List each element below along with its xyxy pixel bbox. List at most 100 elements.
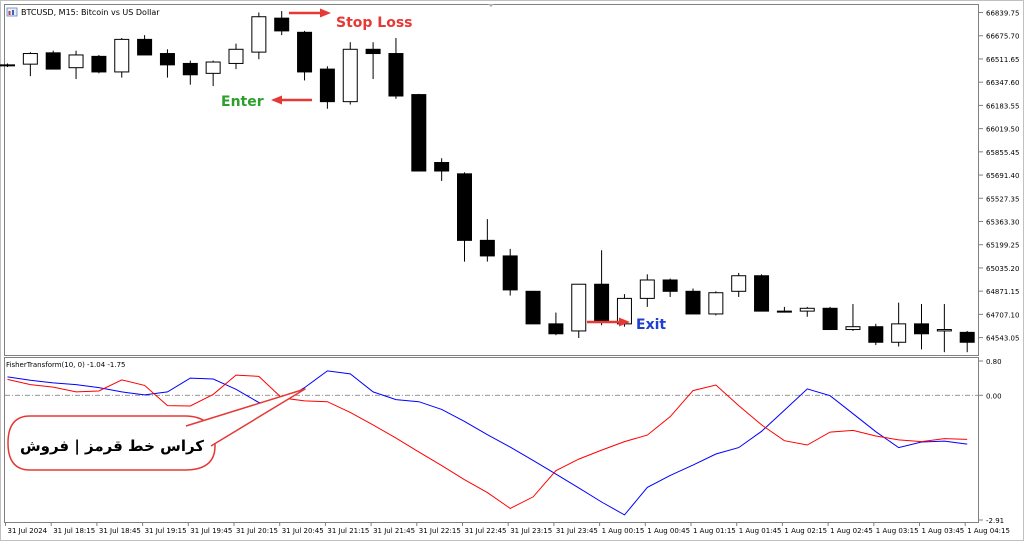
bearish-candle [297, 31, 313, 73]
price-tick-label: 66019.50 [986, 126, 1019, 134]
bullish-candle [68, 54, 84, 69]
bullish-candle [22, 53, 38, 65]
bearish-candle [45, 52, 61, 70]
enter-label: Enter [221, 94, 264, 110]
time-axis: 31 Jul 2024 31 Jul 18:15 31 Jul 18:45 31 Ju… [5, 522, 1010, 535]
indicator-tick-label: -2.91 [986, 517, 1004, 525]
callout-pointer [185, 388, 306, 447]
time-tick-label: 1 Aug 02:45 [830, 527, 873, 535]
bullish-candle [205, 61, 221, 74]
stop-loss-label: Stop Loss [336, 15, 413, 31]
bearish-candle [822, 307, 838, 331]
time-tick-label: 1 Aug 01:15 [693, 527, 736, 535]
bullish-candle [0, 64, 15, 67]
price-tick-label: 64543.05 [986, 335, 1019, 343]
bullish-candle [251, 16, 267, 53]
indicator-axis: 0.80 0.00 -2.91 [979, 358, 1004, 525]
time-tick-label: 31 Jul 20:45 [282, 527, 324, 535]
candlestick-series [0, 11, 975, 353]
bullish-candle [845, 326, 861, 331]
exit-annotation: Exit [587, 316, 668, 335]
time-tick-label: 1 Aug 00:45 [647, 527, 690, 535]
time-tick-label: 31 Jul 19:45 [190, 527, 232, 535]
time-tick-label: 31 Jul 2024 [8, 527, 48, 535]
bullish-candle [571, 283, 587, 332]
bearish-candle [868, 326, 884, 343]
bearish-candle [525, 290, 541, 325]
bullish-candle [891, 323, 907, 343]
fisher-lines [7, 370, 968, 516]
time-tick-label: 31 Jul 20:15 [236, 527, 278, 535]
bearish-candle [754, 275, 770, 312]
chart-window-icon-bar [8, 11, 11, 15]
bearish-candle [159, 53, 175, 66]
indicator-tick-label: 0.80 [986, 358, 1002, 366]
time-tick-label: 31 Jul 23:15 [510, 527, 552, 535]
price-tick-label: 64707.10 [986, 311, 1019, 319]
callout-pointer-joint [187, 425, 211, 447]
time-tick-label: 31 Jul 18:15 [53, 527, 95, 535]
bearish-candle [411, 94, 427, 172]
indicator-label: FisherTransform(10, 0) -1.04 -1.75 [6, 361, 126, 369]
time-tick-label: 1 Aug 00:15 [602, 527, 645, 535]
bullish-candle [731, 275, 747, 292]
bearish-candle [434, 162, 450, 172]
crossover-callout: کراس خط قرمز | فروش [7, 388, 306, 471]
exit-label: Exit [636, 317, 666, 333]
scroll-marker-icon[interactable] [488, 4, 494, 7]
time-tick-label: 31 Jul 23:45 [556, 527, 598, 535]
time-tick-label: 31 Jul 21:45 [373, 527, 415, 535]
time-tick-label: 31 Jul 22:45 [465, 527, 507, 535]
time-tick-label: 31 Jul 22:15 [419, 527, 461, 535]
time-tick-label: 1 Aug 02:15 [784, 527, 827, 535]
bearish-candle [685, 290, 701, 315]
price-tick-label: 65035.20 [986, 265, 1019, 273]
arrow-right-icon [619, 317, 630, 327]
time-tick-label: 1 Aug 01:45 [739, 527, 782, 535]
bullish-candle [936, 329, 952, 332]
indicator-tick-label: 0.00 [986, 392, 1002, 400]
bullish-candle [776, 310, 792, 313]
price-tick-label: 65855.45 [986, 149, 1019, 157]
time-tick-label: 1 Aug 03:45 [922, 527, 965, 535]
price-tick-label: 64871.15 [986, 288, 1019, 296]
time-tick-label: 31 Jul 19:15 [145, 527, 187, 535]
window-title-group: BTCUSD, M15: Bitcoin vs US Dollar [6, 7, 160, 17]
price-tick-label: 65527.35 [986, 195, 1019, 203]
price-tick-label: 65199.25 [986, 242, 1019, 250]
window-title: BTCUSD, M15: Bitcoin vs US Dollar [21, 8, 160, 17]
price-tick-label: 66511.65 [986, 56, 1019, 64]
arrow-left-icon [271, 95, 282, 105]
bearish-candle [91, 55, 107, 73]
bearish-candle [182, 62, 198, 76]
bullish-candle [114, 38, 130, 73]
price-tick-label: 66675.70 [986, 33, 1019, 41]
price-tick-label: 66183.55 [986, 102, 1019, 110]
price-tick-label: 65363.30 [986, 218, 1019, 226]
price-axis: 66839.75 66675.70 66511.65 66347.60 66183.55… [979, 10, 1019, 343]
bearish-candle [662, 279, 678, 292]
bullish-candle [639, 279, 655, 299]
bearish-candle [388, 53, 404, 97]
bearish-candle [457, 173, 472, 241]
bearish-candle [959, 331, 975, 343]
bullish-candle [799, 307, 815, 312]
trigger-line [7, 374, 968, 509]
bullish-candle [708, 292, 724, 315]
bearish-candle [274, 17, 290, 32]
bearish-candle [548, 323, 564, 335]
bullish-candle [342, 48, 358, 103]
price-tick-label: 66839.75 [986, 10, 1019, 18]
time-tick-label: 1 Aug 04:15 [967, 527, 1010, 535]
price-tick-label: 65691.40 [986, 172, 1019, 180]
chart-window-icon-bar [12, 10, 14, 15]
time-tick-label: 31 Jul 21:15 [327, 527, 369, 535]
bearish-candle [502, 255, 518, 291]
indicator-pane [4, 357, 979, 523]
time-tick-label: 31 Jul 18:45 [99, 527, 141, 535]
bearish-candle [594, 283, 610, 323]
bullish-candle [228, 48, 244, 64]
arrow-right-icon [320, 8, 331, 18]
